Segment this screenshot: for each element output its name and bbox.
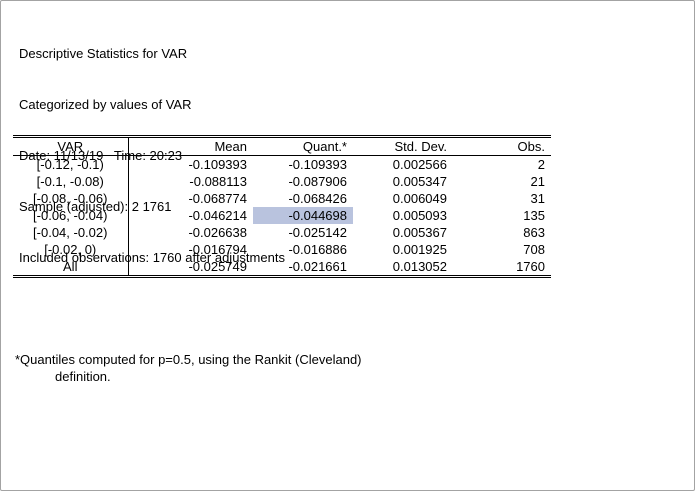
cell-quant[interactable]: -0.068426 xyxy=(288,191,347,206)
cell-quant[interactable]: -0.025142 xyxy=(288,225,347,240)
selected-cell[interactable]: -0.044698 xyxy=(253,207,353,224)
header-row: VAR Mean Quant.* Std. Dev. Obs. xyxy=(13,135,551,156)
stats-table: VAR Mean Quant.* Std. Dev. Obs. [-0.12, … xyxy=(13,135,551,278)
column-header-quant: Quant.* xyxy=(253,135,353,156)
cell-stddev[interactable]: 0.005093 xyxy=(392,208,447,223)
footnote-line-1: *Quantiles computed for p=0.5, using the… xyxy=(15,352,362,367)
table-row: [-0.1, -0.08) -0.088113 -0.087906 0.0053… xyxy=(13,173,551,190)
cell-obs[interactable]: 1760 xyxy=(453,258,551,278)
table-row: [-0.04, -0.02) -0.026638 -0.025142 0.005… xyxy=(13,224,551,241)
report-title: Descriptive Statistics for VAR xyxy=(19,46,188,61)
cell-obs[interactable]: 21 xyxy=(530,174,545,189)
cell-quant[interactable]: -0.109393 xyxy=(288,157,347,172)
cell-mean[interactable]: -0.068774 xyxy=(188,191,247,206)
table-row: [-0.08, -0.06) -0.068774 -0.068426 0.006… xyxy=(13,190,551,207)
cell-obs[interactable]: 708 xyxy=(523,242,545,257)
footnote: *Quantiles computed for p=0.5, using the… xyxy=(15,351,362,385)
cell-stddev[interactable]: 0.013052 xyxy=(353,258,453,278)
cell-mean[interactable]: -0.026638 xyxy=(188,225,247,240)
table-row: [-0.02, 0) -0.016794 -0.016886 0.001925 … xyxy=(13,241,551,258)
table-row: [-0.06, -0.04) -0.046214 -0.044698 0.005… xyxy=(13,207,551,224)
categorized-line: Categorized by values of VAR xyxy=(19,97,192,112)
cell-quant[interactable]: -0.016886 xyxy=(288,242,347,257)
cell-mean[interactable]: -0.046214 xyxy=(188,208,247,223)
cell-var[interactable]: [-0.02, 0) xyxy=(13,241,129,258)
cell-obs[interactable]: 2 xyxy=(537,157,545,172)
cell-stddev[interactable]: 0.001925 xyxy=(392,242,447,257)
column-header-mean: Mean xyxy=(128,135,253,156)
table-row: All -0.025749 -0.021661 0.013052 1760 xyxy=(13,258,551,278)
cell-var[interactable]: [-0.12, -0.1) xyxy=(13,155,129,173)
cell-var[interactable]: [-0.1, -0.08) xyxy=(13,173,129,190)
cell-mean[interactable]: -0.109393 xyxy=(188,157,247,172)
cell-mean[interactable]: -0.025749 xyxy=(128,258,253,278)
table-row: [-0.12, -0.1) -0.109393 -0.109393 0.0025… xyxy=(13,155,551,173)
column-header-obs: Obs. xyxy=(453,135,551,156)
cell-mean[interactable]: -0.088113 xyxy=(189,174,247,189)
cell-stddev[interactable]: 0.005367 xyxy=(392,225,447,240)
cell-obs[interactable]: 135 xyxy=(523,208,545,223)
cell-obs[interactable]: 31 xyxy=(530,191,545,206)
cell-var[interactable]: [-0.04, -0.02) xyxy=(13,224,129,241)
cell-var[interactable]: [-0.06, -0.04) xyxy=(13,207,129,224)
cell-stddev[interactable]: 0.005347 xyxy=(392,174,447,189)
cell-mean[interactable]: -0.016794 xyxy=(188,242,247,257)
column-header-stddev: Std. Dev. xyxy=(353,135,453,156)
cell-quant[interactable]: -0.021661 xyxy=(253,258,353,278)
footnote-line-2: definition. xyxy=(55,369,111,384)
cell-quant[interactable]: -0.087906 xyxy=(288,174,347,189)
cell-stddev[interactable]: 0.002566 xyxy=(392,157,447,172)
column-header-var: VAR xyxy=(13,135,129,156)
cell-var[interactable]: [-0.08, -0.06) xyxy=(13,190,129,207)
cell-obs[interactable]: 863 xyxy=(523,225,545,240)
cell-stddev[interactable]: 0.006049 xyxy=(392,191,447,206)
cell-var[interactable]: All xyxy=(13,258,129,278)
